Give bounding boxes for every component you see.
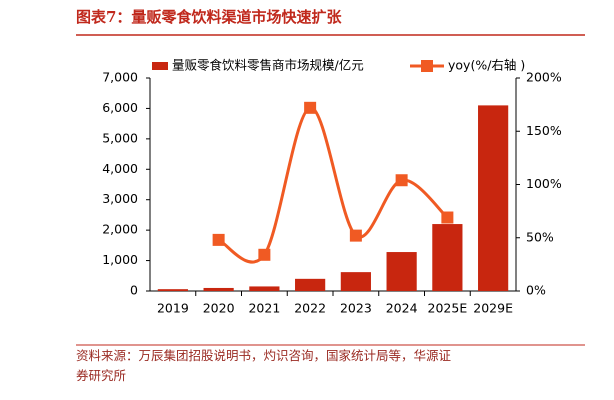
legend-label: yoy(%/右轴 ) (448, 58, 525, 73)
x-tick-label: 2022 (294, 301, 326, 316)
bar (249, 286, 280, 291)
x-tick-label: 2019 (157, 301, 189, 316)
y-tick-label: 0 (130, 283, 138, 298)
chart-title: 图表7：量贩零食饮料渠道市场快速扩张 (76, 8, 342, 26)
source: 资料来源：万辰集团招股说明书，灼识咨询，国家统计局等，华源证券研究所 (76, 348, 452, 383)
bar (340, 272, 371, 291)
bar (432, 224, 463, 291)
x-tick-label: 2024 (386, 301, 418, 316)
y-tick-label: 2,000 (102, 222, 138, 237)
bar (295, 278, 326, 291)
line-marker (395, 174, 408, 187)
line-marker (349, 229, 362, 242)
y2-tick-label: 50% (526, 229, 554, 244)
y-tick-label: 7,000 (102, 70, 138, 85)
x-tick-label: 2020 (203, 301, 235, 316)
legend-label: 量贩零食饮料零售商市场规模/亿元 (172, 58, 364, 73)
bar (203, 287, 234, 291)
x-tick-label: 2021 (248, 301, 280, 316)
line-marker (304, 101, 317, 114)
x-tick-label: 2025E (428, 301, 468, 316)
y2-tick-label: 150% (526, 123, 562, 138)
y-tick-label: 4,000 (102, 161, 138, 176)
bar (386, 252, 417, 291)
bar (478, 105, 509, 291)
y2-tick-label: 0% (526, 283, 546, 298)
line-marker (441, 211, 454, 224)
y-tick-label: 1,000 (102, 252, 138, 267)
x-tick-label: 2023 (340, 301, 372, 316)
y-tick-label: 5,000 (102, 130, 138, 145)
y-tick-label: 6,000 (102, 100, 138, 115)
y-tick-label: 3,000 (102, 191, 138, 206)
line-marker (258, 248, 271, 261)
line-marker (212, 233, 225, 246)
legend-swatch (152, 62, 168, 70)
x-tick-label: 2029E (473, 301, 513, 316)
y2-tick-label: 200% (526, 70, 562, 85)
y2-tick-label: 100% (526, 176, 562, 191)
legend-swatch (421, 60, 433, 72)
bar (157, 289, 188, 291)
line (217, 106, 449, 264)
